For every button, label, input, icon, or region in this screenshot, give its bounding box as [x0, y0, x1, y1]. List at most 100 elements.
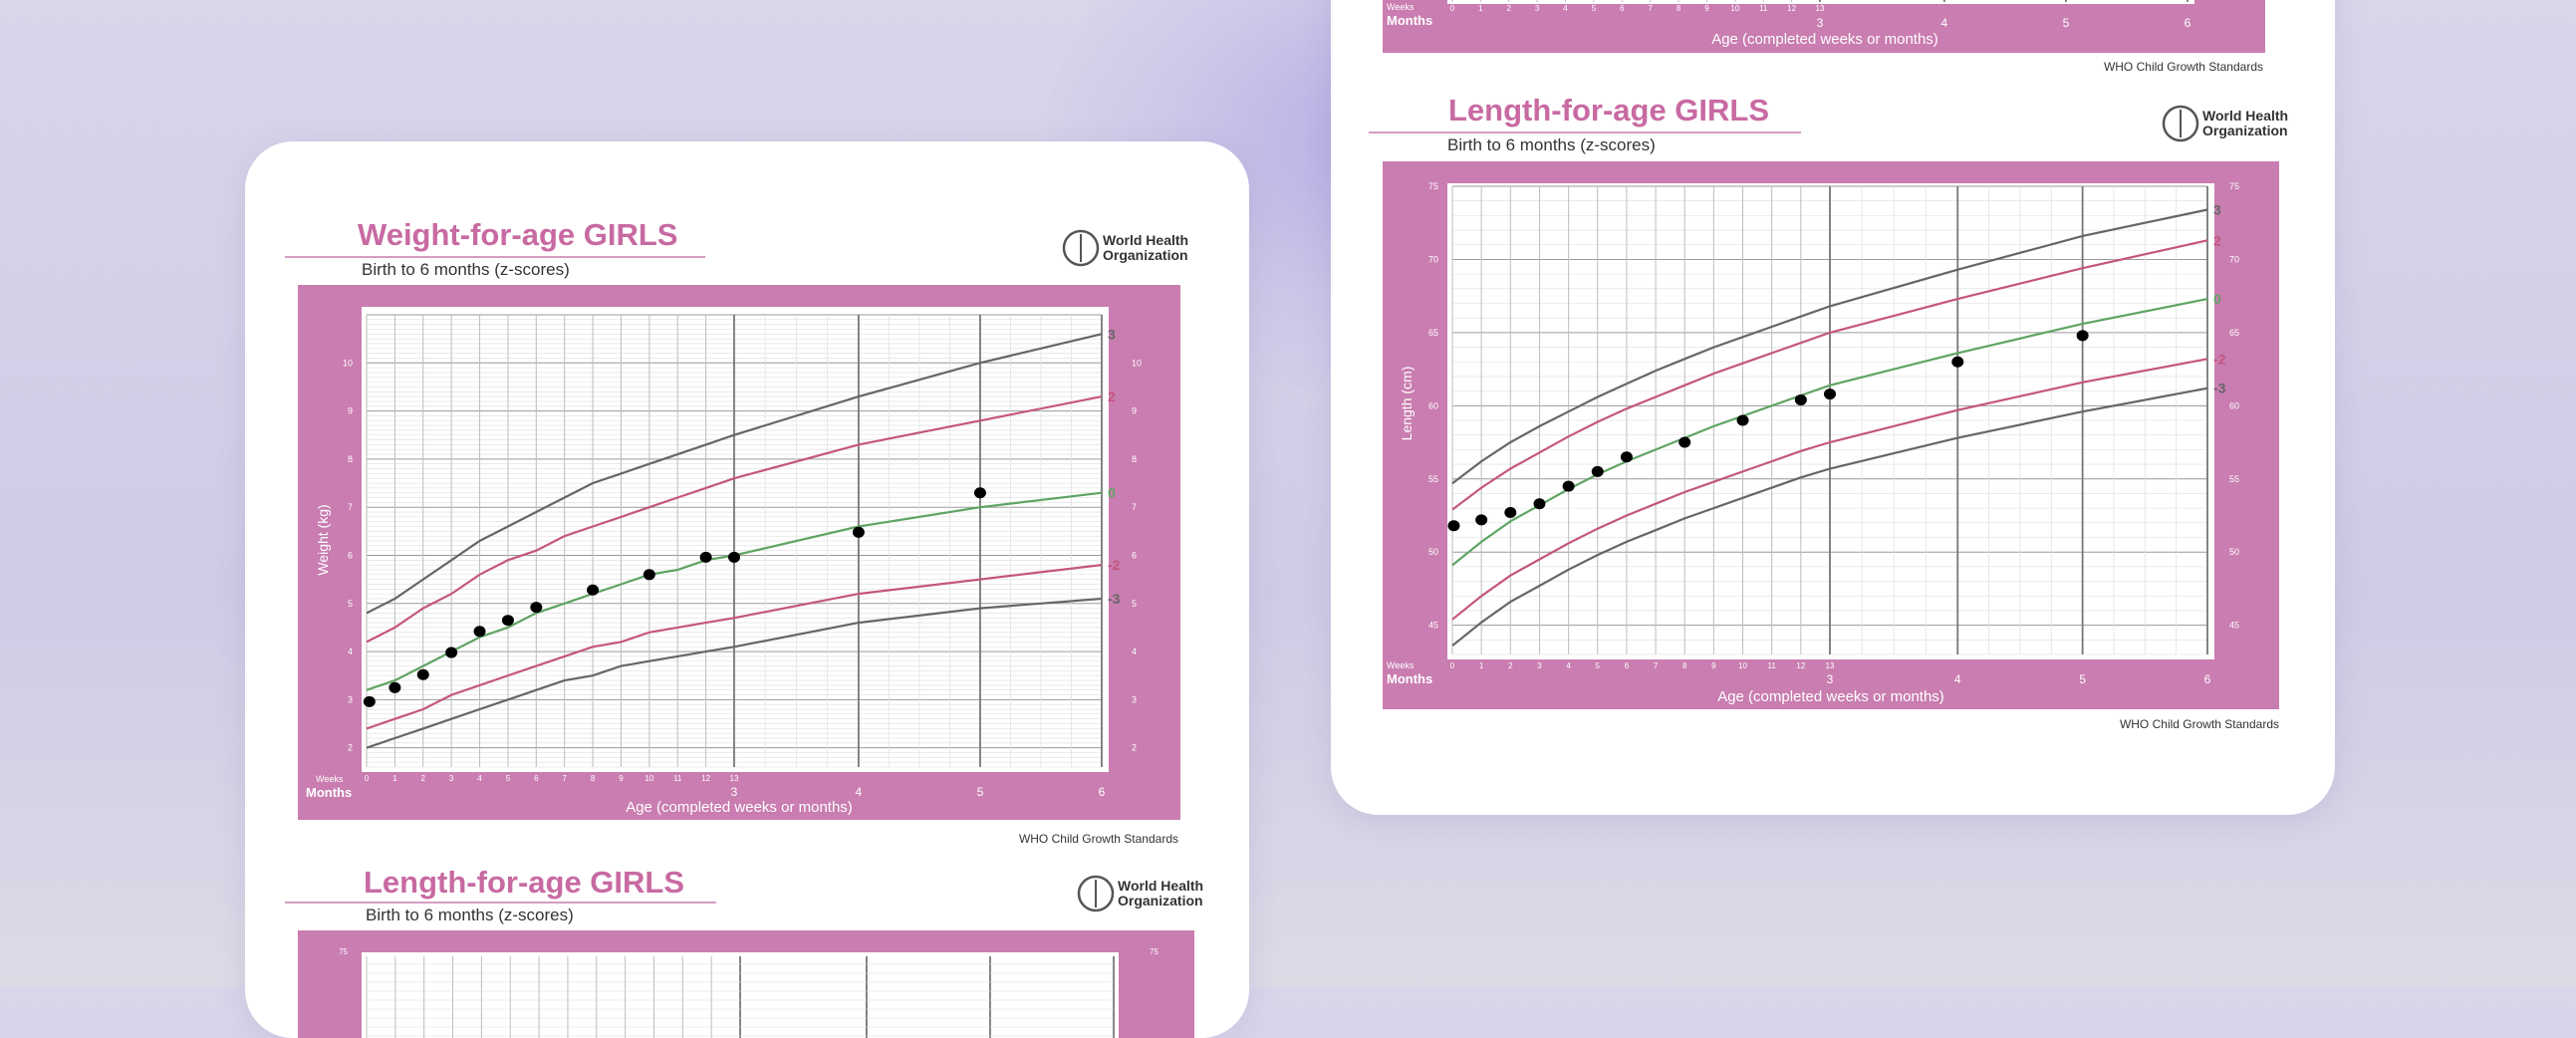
zscore-label: 2: [2213, 232, 2221, 248]
chart2-x-axis-title: Age (completed weeks or months): [1717, 688, 1944, 705]
who-logo: World Health Organization: [1062, 229, 1188, 267]
y-axis-title: Weight (kg): [315, 504, 331, 575]
week-tick-label: 8: [1682, 661, 1687, 670]
week-tick-label: 12: [701, 774, 710, 783]
y-tick-label: 8: [1132, 454, 1137, 464]
y-tick-label: 3: [1132, 694, 1137, 704]
y-tick-label: 9: [1132, 406, 1137, 416]
chart2-grid-layer: [1451, 185, 2208, 655]
who-emblem-icon: [1062, 229, 1100, 267]
week-tick-label: 1: [1479, 661, 1484, 670]
month-tick-label: 3: [731, 785, 738, 799]
month-tick-label: 6: [2204, 672, 2211, 686]
stub-week-tick: 11: [1759, 4, 1768, 13]
chart2-who-logo: World Health Organization: [2162, 105, 2288, 142]
week-tick-label: 1: [392, 774, 397, 783]
zscore-label: 2: [1108, 389, 1116, 404]
stub-week-tick: 6: [1620, 4, 1625, 13]
measurement-points: [363, 487, 986, 707]
month-tick-label: 4: [856, 785, 863, 799]
measurement-point: [1824, 389, 1836, 400]
y-tick-label: 10: [343, 358, 353, 368]
zscore-label: 0: [2213, 291, 2221, 307]
y-tick-label: 6: [348, 550, 353, 560]
y-tick-label: 75: [2229, 181, 2239, 191]
y-tick-label: 5: [348, 599, 353, 609]
chart2-title: Length-for-age GIRLS: [1448, 93, 1769, 128]
stub-months-label: Months: [1387, 13, 1432, 28]
previous-chart-stub: 0 1 2 3 4 5 6 7 8 9 10 11 12 133 4 5 6 Weeks Months Age …: [1383, 0, 2265, 53]
y-tick-label: 55: [2229, 474, 2239, 484]
chart2-plot-area: [1447, 183, 2214, 659]
length-chart-card: 0 1 2 3 4 5 6 7 8 9 10 11 12 13 3 4 5 6 Weeks Months Age …: [1331, 0, 2335, 815]
measurement-point: [363, 695, 376, 707]
y-tick-label: 4: [1132, 647, 1137, 656]
y-tick-label: 60: [1428, 400, 1438, 410]
chart3-ytick-right: 75: [1150, 947, 1159, 956]
y-tick-label: 10: [1132, 358, 1142, 368]
stub-week-tick: 5: [1592, 4, 1597, 13]
measurement-point: [1736, 414, 1749, 426]
who-emblem-icon: [1077, 875, 1115, 912]
zscore-line-2: [1451, 239, 2208, 511]
stub-frame: [1383, 0, 2265, 53]
chart2-curve-labels: 3 2 0 -2 -3: [2213, 202, 2226, 396]
measurement-point: [699, 551, 712, 563]
chart-title: Weight-for-age GIRLS: [358, 217, 677, 252]
y-tick-label: 65: [1428, 328, 1438, 338]
stub-week-tick: 1: [1478, 4, 1483, 13]
stub-week-tick: 10: [1730, 4, 1739, 13]
stub-month-tick: 4: [1941, 16, 1948, 30]
y-tick-label: 75: [1428, 181, 1438, 191]
y-tick-label: 7: [348, 502, 353, 512]
measurement-point: [1447, 520, 1460, 532]
measurement-point: [1951, 356, 1964, 368]
zscore-line--2: [366, 564, 1103, 730]
zscore-label: 3: [2213, 202, 2221, 218]
stub-source: WHO Child Growth Standards: [2104, 60, 2263, 74]
stub-week-tick: 12: [1787, 4, 1796, 13]
zscore-label: 0: [1108, 485, 1116, 501]
week-tick-label: 11: [1768, 661, 1777, 670]
zscore-label: -3: [2213, 381, 2226, 396]
measurement-point: [388, 681, 401, 693]
chart3-title: Length-for-age GIRLS: [364, 865, 684, 900]
length-for-age-chart-partial: 75 75: [298, 930, 1194, 1038]
measurement-point: [1562, 480, 1575, 492]
y-tick-label: 8: [348, 454, 353, 464]
week-tick-label: 7: [562, 774, 567, 783]
measurement-point: [643, 569, 655, 581]
stub-week-tick: 7: [1648, 4, 1653, 13]
measurement-point: [1678, 436, 1691, 448]
chart-source: WHO Child Growth Standards: [1019, 832, 1178, 846]
who-logo-line2: Organization: [1103, 247, 1188, 263]
week-tick-label: 7: [1654, 661, 1659, 670]
week-tick-label: 12: [1796, 661, 1805, 670]
week-tick-label: 3: [1537, 661, 1542, 670]
zscore-line--3: [1451, 387, 2208, 648]
left-card-canvas: Weight-for-age GIRLS Birth to 6 months (…: [285, 217, 1203, 1038]
stub-month-tick: 3: [1817, 16, 1824, 30]
chart3-ytick: 75: [339, 947, 348, 956]
week-tick-label: 2: [1508, 661, 1513, 670]
stub-week-tick: 2: [1507, 4, 1512, 13]
stub-week-tick: 13: [1816, 4, 1825, 13]
zscore-line--2: [1451, 358, 2208, 621]
month-tick-label: 5: [977, 785, 984, 799]
tick-labels: 2 23 34 45 56 67 78 89 910 100 1 2 3 4 5 6 7 8 9 10 11 12 133 4…: [343, 358, 1142, 799]
weight-chart-card: Weight-for-age GIRLS Birth to 6 months (…: [245, 141, 1249, 1038]
stub-ticks: 0 1 2 3 4 5 6 7 8 9 10 11 12 133 4 5 6: [1450, 4, 2191, 30]
week-tick-label: 13: [730, 774, 739, 783]
week-tick-label: 8: [591, 774, 596, 783]
week-tick-label: 4: [1566, 661, 1571, 670]
measurement-point: [587, 584, 600, 596]
stub-week-tick: 9: [1704, 4, 1709, 13]
chart2-source: WHO Child Growth Standards: [2120, 717, 2279, 731]
week-tick-label: 10: [644, 774, 653, 783]
weeks-label: Weeks: [316, 774, 344, 784]
week-tick-label: 13: [1826, 661, 1835, 670]
zscore-line-3: [366, 333, 1103, 615]
who-logo-line1: World Health: [1103, 232, 1188, 248]
chart2-who-line2: Organization: [2202, 123, 2288, 138]
